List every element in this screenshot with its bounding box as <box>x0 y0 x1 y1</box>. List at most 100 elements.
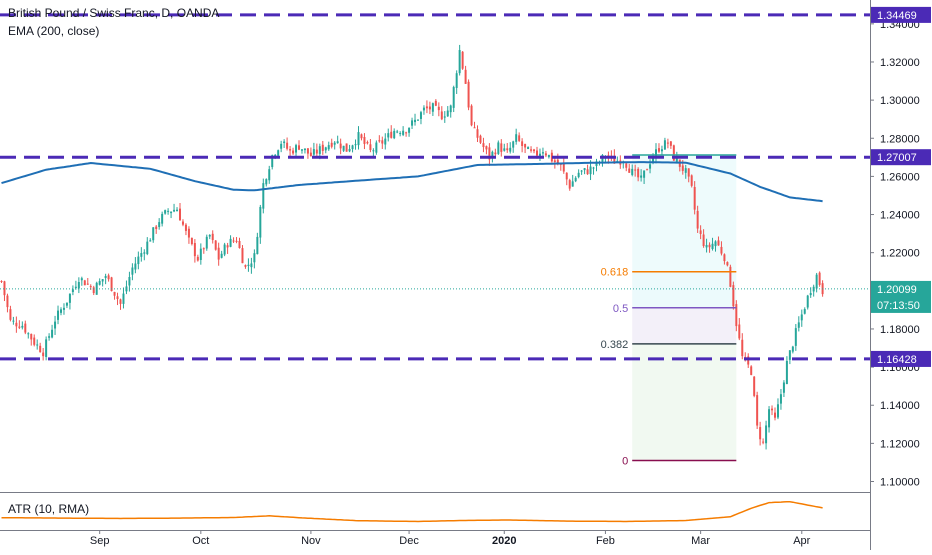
candle-body <box>794 328 797 346</box>
candle-body <box>137 256 140 265</box>
candle-body <box>277 150 280 156</box>
candle-body <box>446 110 449 117</box>
candle-body <box>506 148 509 151</box>
candle-body <box>726 262 729 266</box>
candle-body <box>431 103 434 112</box>
candle-body <box>238 241 241 249</box>
candle-body <box>244 265 247 267</box>
candle-body <box>164 210 167 214</box>
candle-body <box>803 309 806 314</box>
candle-body <box>669 141 672 146</box>
candle-body <box>800 314 803 321</box>
candle-body <box>381 140 384 144</box>
time-tick-label: Sep <box>90 535 110 547</box>
candle-body <box>750 366 753 375</box>
candle-body <box>62 307 65 310</box>
candle-body <box>776 404 779 418</box>
candle-body <box>57 310 60 320</box>
bar-countdown-label: 07:13:50 <box>877 300 920 312</box>
candle-body <box>684 168 687 173</box>
candle-body <box>720 246 723 254</box>
level-price-label: 1.27007 <box>877 152 917 164</box>
candle-body <box>65 302 68 306</box>
candle-body <box>229 238 232 247</box>
candle-body <box>131 267 134 275</box>
candle-body <box>170 211 173 214</box>
candle-body <box>324 147 327 151</box>
candle-body <box>342 145 345 151</box>
candle-body <box>660 149 663 152</box>
candle-body <box>553 160 556 163</box>
candle-body <box>675 158 678 162</box>
candle-body <box>119 299 122 304</box>
candle-body <box>672 145 675 161</box>
candle-body <box>488 147 491 160</box>
candle-body <box>176 209 179 212</box>
chart-title: British Pound / Swiss Franc, D, OANDA <box>8 6 220 20</box>
candle-body <box>122 293 125 304</box>
candle-body <box>390 131 393 138</box>
candle-body <box>27 333 30 335</box>
candle-body <box>434 100 437 106</box>
time-tick-label: Mar <box>691 535 710 547</box>
candle-body <box>785 360 788 385</box>
candle-body <box>196 256 199 261</box>
candle-body <box>491 151 494 158</box>
candle-body <box>562 163 565 172</box>
candle-body <box>646 169 649 171</box>
candle-body <box>327 145 330 150</box>
candle-body <box>417 119 419 121</box>
candle-body <box>533 149 536 152</box>
candle-body <box>51 329 54 338</box>
candle-body <box>312 149 315 155</box>
candle-body <box>503 148 506 151</box>
level-price-label: 1.34469 <box>877 10 917 22</box>
candle-body <box>256 236 259 255</box>
price-tick-label: 1.26000 <box>880 171 920 183</box>
horizontal-levels[interactable] <box>0 13 870 361</box>
level-price-tag <box>871 6 931 23</box>
candle-body <box>711 243 714 249</box>
price-axis[interactable]: 1.340001.320001.300001.280001.260001.240… <box>870 6 931 489</box>
candle-body <box>241 248 244 264</box>
candle-body <box>666 142 669 144</box>
fibonacci-zones <box>632 155 737 461</box>
candle-body <box>152 227 155 241</box>
candle-body <box>36 344 39 346</box>
ema-line <box>1 161 823 203</box>
fib-zone <box>632 271 737 308</box>
candle-body <box>735 304 738 327</box>
candle-body <box>521 141 524 146</box>
candle-body <box>179 208 181 221</box>
candle-body <box>547 154 550 158</box>
candle-body <box>167 210 170 212</box>
candle-body <box>223 244 226 255</box>
candle-body <box>393 130 396 139</box>
candle-body <box>211 233 214 241</box>
candle-body <box>68 293 71 303</box>
candle-body <box>321 144 324 151</box>
candle-body <box>759 427 762 440</box>
candle-body <box>250 263 253 268</box>
candle-body <box>193 243 196 257</box>
candle-body <box>806 295 809 308</box>
candle-body <box>741 339 744 357</box>
candle-body <box>571 181 574 187</box>
candle-body <box>161 213 164 224</box>
candle-body <box>717 240 720 246</box>
fib-zone <box>632 307 737 344</box>
candle-body <box>732 285 735 307</box>
candle-body <box>422 107 425 111</box>
candle-body <box>494 152 497 155</box>
last-price-label: 1.20099 <box>877 284 917 296</box>
candle-body <box>306 148 309 154</box>
price-tick-label: 1.28000 <box>880 133 920 145</box>
candle-body <box>3 281 6 296</box>
fibonacci-retracement[interactable]: 0.618 0.5 0.382 0 <box>601 154 737 468</box>
fib-level-label: 0.618 <box>601 267 629 279</box>
time-axis[interactable]: AugSepOctNovDec2020FebMarApr <box>0 530 811 547</box>
candle-body <box>187 228 190 238</box>
candle-body <box>45 339 48 357</box>
